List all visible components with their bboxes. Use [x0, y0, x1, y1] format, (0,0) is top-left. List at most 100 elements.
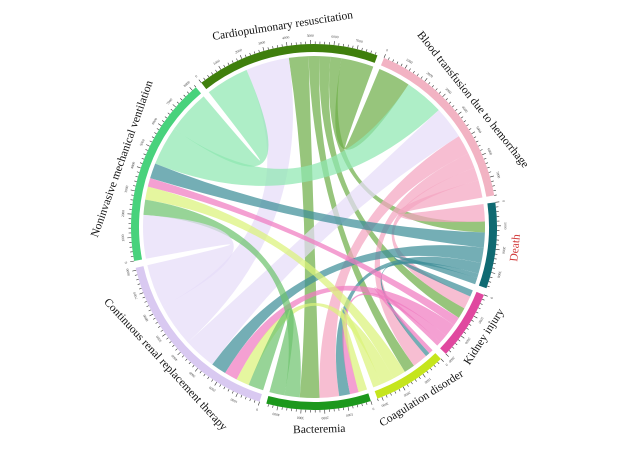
arc-segment[interactable] [266, 393, 371, 410]
tick-mark [199, 371, 202, 374]
tick-mark [491, 180, 494, 182]
tick-mark [383, 54, 386, 59]
tick-label: 4000 [282, 35, 290, 40]
arc-segment[interactable] [130, 87, 202, 262]
chord-2-6 [212, 245, 484, 374]
tick-mark [414, 379, 417, 382]
tick-label: 4000 [171, 354, 179, 362]
tick-mark [455, 343, 458, 346]
tick-mark [400, 63, 403, 67]
tick-mark [374, 52, 377, 55]
tick-label: 0 [372, 407, 375, 411]
tick-mark [424, 77, 428, 82]
tick-mark [215, 69, 218, 73]
tick-label: 2000 [208, 385, 216, 392]
tick-mark [463, 120, 467, 123]
tick-mark [381, 396, 384, 401]
tick-mark [211, 379, 214, 382]
tick-mark [142, 296, 146, 299]
tick-mark [130, 260, 135, 263]
tick-mark [356, 404, 359, 408]
tick-mark [154, 132, 157, 135]
tick-mark [170, 108, 173, 111]
tick-mark [437, 361, 440, 365]
tick-mark [258, 401, 260, 406]
tick-label: 7000 [355, 38, 363, 44]
arc-segment[interactable] [478, 202, 497, 289]
chord-3-6 [225, 285, 455, 380]
tick-mark [416, 73, 419, 76]
tick-mark [440, 358, 444, 362]
tick-mark [473, 136, 477, 139]
tick-mark [458, 339, 461, 342]
tick-mark [483, 157, 487, 160]
tick-mark [448, 101, 452, 104]
tick-mark [169, 341, 172, 344]
tick-mark [162, 333, 166, 337]
tick-mark [435, 88, 438, 91]
tick-label: 0 [194, 74, 198, 78]
tick-mark [194, 368, 198, 372]
tick-mark [198, 79, 202, 83]
tick-mark [158, 123, 162, 127]
tick-mark [492, 267, 495, 269]
tick-mark [272, 405, 274, 408]
tick-mark [227, 62, 230, 66]
chord-6-7 [142, 214, 234, 307]
tick-mark [185, 358, 188, 361]
chord-4-6 [236, 302, 394, 386]
tick-label: 0 [444, 363, 448, 367]
tick-mark [253, 400, 256, 403]
tick-mark [235, 393, 238, 398]
tick-mark [139, 287, 142, 290]
tick-mark [492, 185, 495, 187]
tick-mark [218, 65, 222, 70]
tick-mark [231, 60, 234, 63]
tick-mark [139, 292, 144, 295]
arc-segment[interactable] [374, 353, 441, 399]
tick-label: 2000 [121, 210, 126, 218]
tick-label: 5000 [139, 138, 146, 146]
tick-mark [392, 59, 394, 62]
tick-mark [471, 319, 474, 322]
chord-2-3 [393, 256, 478, 297]
tick-mark [463, 331, 467, 334]
arc-segment[interactable] [201, 44, 378, 90]
tick-label: 4000 [130, 161, 136, 169]
tick-mark [214, 381, 218, 386]
tick-mark [132, 269, 137, 272]
tick-label: 1000 [121, 234, 125, 242]
tick-mark [471, 131, 476, 135]
tick-label: 2000 [234, 48, 242, 55]
tick-mark [402, 386, 406, 391]
tick-label: 8000 [183, 80, 191, 88]
tick-mark [160, 329, 164, 332]
tick-mark [175, 348, 178, 351]
tick-label: 3000 [448, 356, 456, 364]
tick-label: 7000 [166, 98, 174, 106]
tick-mark [406, 384, 409, 387]
tick-label: 8000 [125, 268, 131, 276]
arc-segment[interactable] [440, 291, 484, 354]
tick-mark [460, 116, 464, 119]
tick-mark [478, 307, 481, 310]
tick-mark [236, 58, 238, 61]
tick-mark [428, 82, 431, 85]
tick-mark [370, 400, 373, 405]
tick-mark [130, 189, 135, 192]
tick-mark [253, 51, 256, 54]
tick-label: 5000 [155, 335, 163, 343]
tick-mark [166, 337, 169, 340]
chord-2-7 [150, 163, 485, 248]
tick-label: 4000 [272, 412, 280, 417]
chord-7-1 [155, 84, 439, 186]
tick-mark [366, 49, 368, 52]
tick-mark [183, 94, 186, 97]
chord-6-0 [162, 57, 293, 343]
tick-mark [385, 395, 388, 398]
tick-mark [480, 149, 483, 151]
tick-mark [398, 388, 401, 392]
chord-4-5 [340, 307, 382, 393]
tick-mark [475, 140, 479, 143]
